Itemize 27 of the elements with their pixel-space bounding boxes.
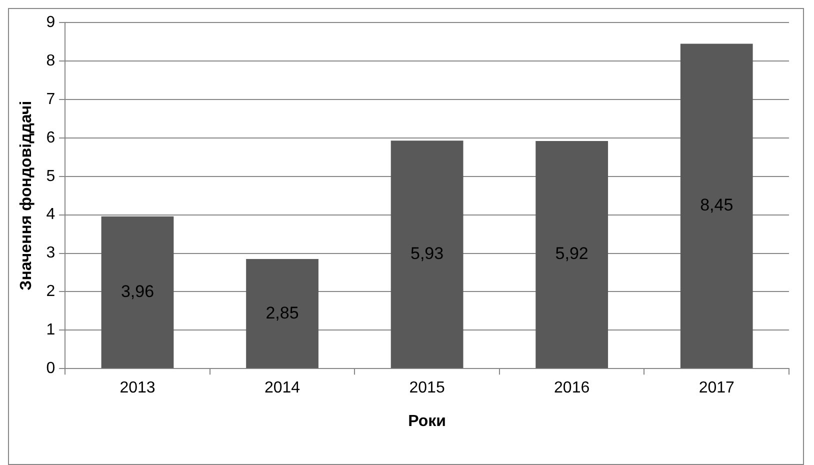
data-label: 3,96	[120, 282, 154, 301]
x-tick-label: 2015	[409, 380, 445, 397]
data-label: 2,85	[266, 303, 299, 322]
y-tick-label: 2	[46, 283, 56, 300]
x-tick-label: 2016	[554, 380, 590, 397]
y-tick-label: 0	[46, 360, 56, 378]
y-tick-label: 7	[46, 90, 56, 108]
y-tick-label: 8	[46, 52, 56, 70]
data-label: 5,92	[555, 244, 588, 264]
x-axis-title: Роки	[408, 412, 446, 430]
data-label: 5,93	[410, 244, 444, 264]
bar	[680, 44, 753, 368]
x-tick-label: 2013	[120, 380, 156, 397]
y-tick-label: 1	[46, 322, 56, 339]
bar	[101, 216, 174, 368]
data-label: 8,45	[700, 196, 734, 215]
bar	[536, 141, 608, 368]
y-tick-label: 4	[46, 206, 56, 224]
bar	[390, 140, 464, 368]
x-tick-label: 2014	[264, 380, 300, 397]
y-tick-label: 9	[46, 14, 56, 32]
bar	[246, 259, 318, 368]
y-axis-title: Значення фондовіддачі	[18, 100, 36, 290]
y-tick-label: 6	[46, 129, 56, 146]
x-tick-label: 2017	[698, 380, 735, 397]
y-tick-label: 5	[46, 168, 56, 185]
y-tick-label: 3	[46, 244, 56, 262]
